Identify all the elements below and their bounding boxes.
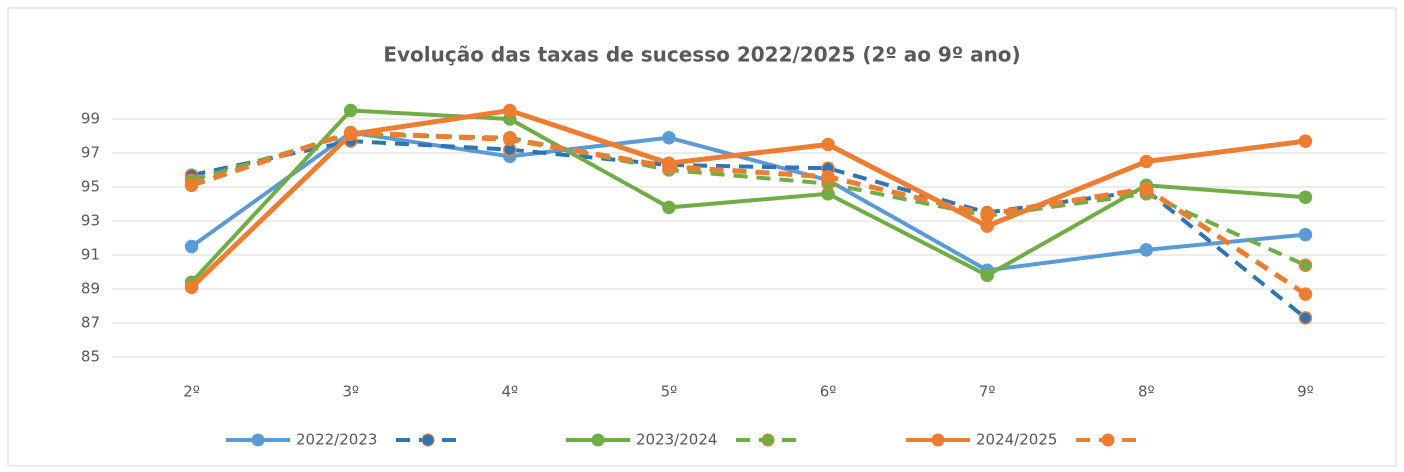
marker	[1298, 134, 1313, 148]
y-tick-label: 89	[81, 280, 100, 298]
x-tick-label: 2º	[183, 383, 200, 401]
y-tick-label: 97	[81, 144, 100, 162]
marker	[184, 239, 199, 254]
chart-title: Evolução das taxas de sucesso 2022/2025 …	[383, 43, 1020, 67]
marker	[821, 137, 835, 152]
marker	[1139, 154, 1154, 169]
legend-label: 2022/2023	[296, 431, 377, 449]
legend-marker	[1101, 433, 1115, 447]
legend-marker	[251, 433, 265, 447]
legend-marker	[761, 433, 775, 447]
y-tick-label: 99	[81, 110, 100, 128]
marker	[1298, 258, 1313, 272]
x-tick-label: 8º	[1138, 383, 1155, 401]
marker	[980, 268, 994, 283]
chart-frame	[7, 7, 1397, 467]
marker	[503, 103, 517, 118]
line	[190, 108, 1306, 284]
marker	[1298, 311, 1313, 325]
x-tick-label: 7º	[979, 383, 996, 401]
legend-label: 2023/2024	[636, 431, 717, 449]
marker	[503, 132, 517, 147]
marker	[980, 219, 994, 233]
y-tick-label: 87	[81, 314, 100, 332]
y-tick-label: 85	[81, 348, 100, 366]
x-tick-label: 5º	[661, 383, 678, 401]
marker	[821, 170, 835, 184]
marker	[343, 125, 358, 140]
y-tick-label: 93	[81, 212, 100, 230]
marker	[980, 207, 994, 221]
marker	[184, 280, 199, 295]
x-tick-label: 3º	[342, 383, 359, 401]
legend-marker	[421, 433, 435, 447]
marker	[662, 159, 676, 174]
line	[189, 107, 1306, 290]
marker	[662, 200, 676, 215]
legend-marker	[591, 433, 605, 447]
dashed-line	[191, 139, 1307, 320]
marker	[1298, 287, 1313, 301]
marker	[1139, 243, 1154, 257]
x-tick-label: 4º	[502, 383, 519, 401]
marker	[662, 130, 676, 145]
marker	[1298, 227, 1313, 242]
marker	[1139, 181, 1154, 196]
marker	[1298, 190, 1313, 204]
marker	[184, 178, 199, 193]
x-tick-label: 6º	[820, 383, 837, 401]
legend-marker	[931, 433, 945, 447]
x-tick-label: 9º	[1297, 383, 1314, 401]
legend-label: 2024/2025	[976, 431, 1057, 449]
y-tick-label: 91	[81, 246, 100, 264]
dashed-line	[190, 130, 1307, 297]
marker	[343, 103, 358, 118]
y-tick-label: 95	[81, 178, 100, 196]
